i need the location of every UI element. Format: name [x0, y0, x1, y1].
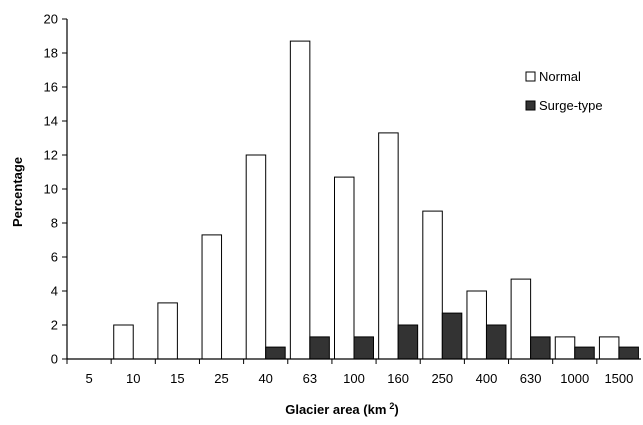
- bar-normal: [201, 234, 223, 360]
- x-axis-title-superscript: 2: [389, 401, 394, 411]
- x-tick-label: 630: [520, 371, 542, 386]
- y-tick-label: 4: [51, 284, 58, 299]
- x-tick-label: 1500: [604, 371, 633, 386]
- y-tick-label: 18: [44, 46, 58, 61]
- y-tick-label: 10: [44, 182, 58, 197]
- legend-label-normal: Normal: [539, 69, 581, 84]
- bar-surge-type: [618, 346, 639, 360]
- bar-normal: [510, 278, 532, 360]
- bar-surge-type: [485, 324, 507, 360]
- bar-surge-type: [353, 336, 374, 360]
- legend: Normal Surge-type: [525, 69, 603, 113]
- x-tick-label: 5: [85, 371, 92, 386]
- bar-surge-type: [530, 336, 551, 360]
- y-tick-label: 12: [44, 148, 58, 163]
- y-tick-label: 16: [44, 80, 58, 95]
- x-axis-title-close: ): [394, 402, 398, 417]
- x-tick-label: 400: [476, 371, 498, 386]
- y-tick-label: 0: [51, 352, 58, 367]
- x-axis-title-main: Glacier area (km: [285, 402, 386, 417]
- bar-normal: [157, 302, 178, 360]
- y-tick-label: 20: [44, 12, 58, 27]
- bar-normal: [378, 132, 399, 360]
- y-tick-label: 14: [44, 114, 58, 129]
- x-tick-label: 160: [387, 371, 409, 386]
- x-tick-label: 25: [214, 371, 228, 386]
- y-tick-label: 2: [51, 318, 58, 333]
- bar-normal: [245, 154, 267, 360]
- bar-normal: [334, 176, 355, 360]
- y-tick-label: 6: [51, 250, 58, 265]
- bar-normal: [554, 336, 576, 360]
- bar-normal: [289, 40, 311, 360]
- x-axis-title: Glacier area (km 2): [285, 401, 399, 417]
- y-tick-label: 8: [51, 216, 58, 231]
- x-axis-ticks: 5 10 15 25 40 63 100 160 250 400 630 1000 1500: [66, 359, 633, 386]
- bar-surge-type: [309, 336, 330, 360]
- x-tick-label: 40: [258, 371, 272, 386]
- x-tick-label: 250: [431, 371, 453, 386]
- bar-normal: [113, 324, 134, 360]
- legend-label-surge-type: Surge-type: [539, 98, 603, 113]
- y-axis-ticks: 0 2 4 6 8 10 12 14 16 18 20: [44, 12, 67, 367]
- x-tick-label: 10: [126, 371, 140, 386]
- x-tick-label: 63: [303, 371, 317, 386]
- bar-surge-type: [441, 312, 463, 360]
- y-axis-title: Percentage: [10, 157, 25, 227]
- x-tick-label: 1000: [560, 371, 589, 386]
- x-tick-label: 15: [170, 371, 184, 386]
- bar-surge-type: [397, 324, 419, 360]
- bar-normal: [598, 336, 620, 360]
- x-tick-label: 100: [343, 371, 365, 386]
- bar-normal: [422, 210, 443, 360]
- bar-normal: [466, 290, 487, 360]
- legend-swatch-normal: [525, 71, 536, 82]
- bars: [113, 40, 639, 360]
- legend-swatch-surge-type: [525, 100, 536, 111]
- bar-surge-type: [574, 346, 595, 360]
- bar-surge-type: [265, 346, 286, 360]
